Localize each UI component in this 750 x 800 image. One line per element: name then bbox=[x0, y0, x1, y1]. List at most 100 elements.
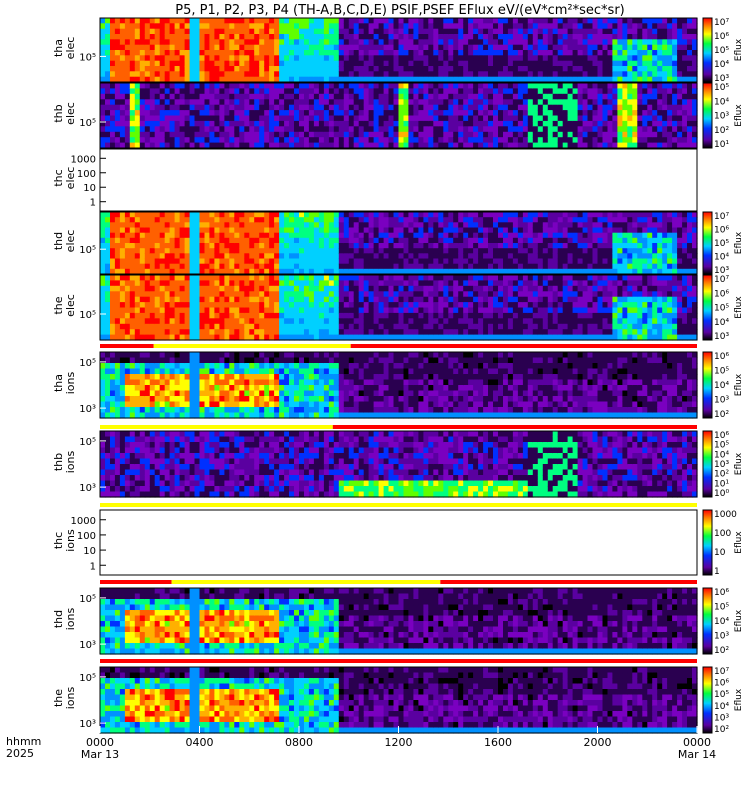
spectrogram-cell bbox=[239, 60, 245, 67]
spectrogram-cell bbox=[408, 83, 414, 89]
spectrogram-cell bbox=[313, 243, 320, 249]
spectrogram-cell bbox=[537, 253, 544, 260]
spectrogram-cell bbox=[542, 237, 549, 244]
spectrogram-cell bbox=[468, 253, 474, 260]
spectrogram-cell bbox=[478, 110, 484, 117]
spectrogram-cell bbox=[358, 212, 365, 218]
spectrogram-cell bbox=[323, 66, 330, 72]
spectrogram-cell bbox=[448, 71, 454, 78]
spectrogram-cell bbox=[413, 248, 419, 254]
spectrogram-cell bbox=[105, 253, 111, 260]
spectrogram-cell bbox=[463, 142, 469, 149]
spectrogram-cell bbox=[363, 217, 370, 223]
spectrogram-cell bbox=[602, 55, 609, 62]
spectrogram-cell bbox=[194, 302, 201, 309]
spectrogram-cell bbox=[667, 23, 673, 30]
spectrogram-cell bbox=[184, 34, 191, 40]
spectrogram-cell bbox=[622, 50, 628, 56]
spectrogram-cell bbox=[348, 285, 355, 292]
spectrogram-cell bbox=[687, 55, 693, 62]
spectrogram-cell bbox=[110, 83, 116, 89]
spectrogram-cell bbox=[463, 99, 469, 106]
spectrogram-cell bbox=[348, 222, 355, 229]
spectrogram-cell bbox=[458, 39, 464, 46]
spectrogram-cell bbox=[289, 248, 295, 254]
spectrogram-cell bbox=[398, 248, 405, 254]
spectrogram-cell bbox=[657, 263, 663, 270]
spectrogram-cell bbox=[642, 23, 648, 30]
spectrogram-cell bbox=[547, 18, 554, 24]
spectrogram-cell bbox=[249, 142, 255, 149]
spectrogram-cell bbox=[672, 93, 678, 100]
spectrogram-cell bbox=[577, 104, 584, 111]
spectrogram-cell bbox=[343, 323, 350, 330]
spectrogram-cell bbox=[677, 18, 683, 24]
spectrogram-cell bbox=[672, 126, 678, 133]
spectrogram-cell bbox=[413, 71, 419, 78]
spectrogram-cell bbox=[134, 312, 141, 319]
spectrogram-cell bbox=[522, 44, 529, 51]
spectrogram-cell bbox=[577, 227, 584, 234]
spectrogram-cell bbox=[358, 126, 365, 133]
spectrogram-cell bbox=[294, 258, 300, 265]
spectrogram-cell bbox=[239, 23, 245, 30]
spectrogram-cell bbox=[547, 83, 554, 89]
spectrogram-cell bbox=[557, 50, 564, 56]
spectrogram-cell bbox=[592, 99, 599, 106]
spectrogram-cell bbox=[587, 137, 594, 144]
spectrogram-cell bbox=[483, 232, 489, 239]
spectrogram-cell bbox=[179, 232, 186, 239]
spectrogram-cell bbox=[179, 334, 186, 341]
spectrogram-cell bbox=[403, 258, 410, 265]
spectrogram-cell bbox=[174, 275, 181, 281]
spectrogram-cell bbox=[413, 222, 419, 229]
spectrogram-cell bbox=[353, 44, 360, 51]
spectrogram-cell bbox=[687, 60, 693, 67]
spectrogram-cell bbox=[308, 232, 315, 239]
spectrogram-cell bbox=[582, 232, 589, 239]
spectrogram-cell bbox=[174, 120, 181, 127]
spectrogram-cell bbox=[572, 88, 579, 95]
spectrogram-cell bbox=[333, 126, 340, 133]
spectrogram-cell bbox=[194, 99, 201, 106]
spectrogram-cell bbox=[632, 93, 638, 100]
spectrogram-cell bbox=[199, 318, 206, 325]
spectrogram-cell bbox=[124, 55, 131, 62]
spectrogram-cell bbox=[527, 268, 534, 275]
spectrogram-cell bbox=[378, 34, 385, 40]
spectrogram-cell bbox=[129, 131, 136, 138]
spectrogram-cell bbox=[647, 142, 653, 149]
spectrogram-cell bbox=[582, 222, 589, 229]
spectrogram-cell bbox=[348, 60, 355, 67]
spectrogram-cell bbox=[254, 253, 260, 260]
spectrogram-cell bbox=[254, 104, 260, 111]
spectrogram-cell bbox=[637, 222, 643, 229]
spectrogram-cell bbox=[234, 99, 240, 106]
spectrogram-cell bbox=[294, 66, 300, 72]
spectrogram-cell bbox=[323, 263, 330, 270]
spectrogram-cell bbox=[627, 55, 633, 62]
spectrogram-cell bbox=[368, 18, 375, 24]
spectrogram-cell bbox=[279, 60, 285, 67]
spectrogram-cell bbox=[363, 99, 370, 106]
spectrogram-cell bbox=[592, 217, 599, 223]
spectrogram-cell bbox=[343, 110, 350, 117]
spectrogram-cell bbox=[353, 60, 360, 67]
spectrogram-cell bbox=[259, 253, 265, 260]
spectrogram-cell bbox=[642, 268, 648, 275]
spectrogram-cell bbox=[657, 243, 663, 249]
spectrogram-cell bbox=[254, 66, 260, 72]
spectrogram-cell bbox=[174, 296, 181, 303]
spectrogram-cell bbox=[527, 60, 534, 67]
spectrogram-cell bbox=[677, 237, 683, 244]
spectrogram-cell bbox=[274, 232, 280, 239]
spectrogram-cell bbox=[139, 110, 146, 117]
spectrogram-cell bbox=[239, 142, 245, 149]
spectrogram-cell bbox=[169, 142, 176, 149]
spectrogram-cell bbox=[249, 318, 255, 325]
spectrogram-cell bbox=[408, 88, 414, 95]
spectrogram-cell bbox=[577, 248, 584, 254]
spectrogram-cell bbox=[338, 329, 345, 336]
spectrogram-cell bbox=[652, 99, 658, 106]
spectrogram-cell bbox=[114, 104, 121, 111]
